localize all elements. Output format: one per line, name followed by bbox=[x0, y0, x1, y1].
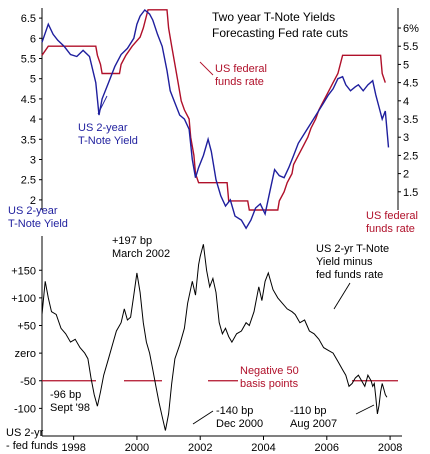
bottom-y-tick-label: +50 bbox=[17, 321, 36, 333]
right-y-tick-label: 2 bbox=[403, 169, 409, 181]
two-year-label-2: T-Note Yield bbox=[78, 135, 138, 147]
bottom-x-tick-label: 2008 bbox=[378, 442, 402, 454]
annotation-series-leader bbox=[333, 282, 351, 310]
left-y-tick-label: 2.5 bbox=[21, 175, 36, 187]
bottom-axis-label-1: US 2-yr bbox=[6, 427, 44, 439]
bottom-x-ticks: 1998 2000 2002 2004 2006 2008 bbox=[61, 436, 402, 454]
bottom-y-tick-label: +150 bbox=[11, 265, 36, 277]
right-axis-label-1: US federal bbox=[366, 210, 418, 222]
bottom-x-tick-label: 2004 bbox=[251, 442, 275, 454]
annotation-sept98-2: Sept '98 bbox=[50, 402, 90, 414]
left-y-tick-label: 5 bbox=[30, 74, 36, 86]
annotation-aug2007-1: -110 bp bbox=[290, 405, 327, 417]
left-y-tick-label: 6 bbox=[30, 33, 36, 45]
right-y-tick-label: 3 bbox=[403, 132, 409, 144]
spread-line bbox=[41, 244, 388, 431]
annotation-aug2007-leader bbox=[355, 404, 375, 415]
annotation-series-3: fed funds rate bbox=[316, 269, 383, 281]
annotation-sept98-1: -96 bp bbox=[50, 389, 81, 401]
right-y-tick-label: 5.5 bbox=[403, 41, 418, 53]
two-year-label-1: US 2-year bbox=[78, 122, 128, 134]
annotation-series-2: Yield minus bbox=[316, 256, 373, 268]
bottom-y-tick-label: -50 bbox=[20, 376, 36, 388]
annotation-peak-1: +197 bp bbox=[112, 235, 152, 247]
right-y-tick-label: 4.5 bbox=[403, 78, 418, 90]
left-y-tick-label: 5.5 bbox=[21, 54, 36, 66]
bottom-x-tick-label: 1998 bbox=[61, 442, 85, 454]
threshold-label-1: Negative 50 bbox=[240, 365, 299, 377]
right-axis-label-2: funds rate bbox=[366, 223, 415, 235]
right-y-tick-label: 6% bbox=[403, 23, 419, 35]
bottom-panel: +150 +100 +50 zero -50 -100 1998 2000 2002 2004 2… bbox=[6, 235, 402, 454]
left-y-tick-label: 6.5 bbox=[21, 13, 36, 25]
fed-funds-leader bbox=[199, 61, 214, 76]
chart-title: Two year T-Note Yields bbox=[212, 10, 335, 24]
bottom-x-tick-label: 2002 bbox=[188, 442, 212, 454]
annotation-dec2000-1: -140 bp bbox=[216, 405, 253, 417]
left-y-tick-label: 4.5 bbox=[21, 94, 36, 106]
bottom-axis-label-2: - fed funds bbox=[6, 440, 58, 452]
annotation-aug2007-2: Aug 2007 bbox=[290, 418, 337, 430]
bottom-y-ticks: +150 +100 +50 zero -50 -100 bbox=[11, 265, 42, 415]
left-axis-label-1: US 2-year bbox=[8, 205, 58, 217]
left-y-tick-label: 2 bbox=[30, 195, 36, 207]
left-y-tick-label: 3.5 bbox=[21, 134, 36, 146]
left-y-tick-label: 4 bbox=[30, 114, 36, 126]
left-y-tick-label: 3 bbox=[30, 155, 36, 167]
threshold-label-2: basis points bbox=[240, 378, 299, 390]
chart-subtitle: Forecasting Fed rate cuts bbox=[212, 26, 348, 40]
right-y-tick-label: 3.5 bbox=[403, 114, 418, 126]
right-y-ticks: 1.5 2 2.5 3 3.5 4 4.5 5 5.5 6% bbox=[398, 23, 419, 199]
bottom-y-tick-label: zero bbox=[15, 348, 36, 360]
top-panel: 2 2.5 3 3.5 4 4.5 5 5.5 6 6.5 1.5 2 2.5 3 3.5 4 4.5 5 5.5… bbox=[8, 8, 419, 235]
annotation-dec2000-2: Dec 2000 bbox=[216, 418, 263, 430]
bottom-y-tick-label: -100 bbox=[14, 403, 36, 415]
left-axis-label-2: T-Note Yield bbox=[8, 218, 68, 230]
annotation-peak-2: March 2002 bbox=[112, 248, 170, 260]
left-y-ticks: 2 2.5 3 3.5 4 4.5 5 5.5 6 6.5 bbox=[21, 13, 42, 207]
two-year-yield-line bbox=[41, 8, 390, 230]
right-y-tick-label: 1.5 bbox=[403, 187, 418, 199]
bottom-x-tick-label: 2000 bbox=[125, 442, 149, 454]
annotation-series-1: US 2-yr T-Note bbox=[316, 243, 389, 255]
right-y-tick-label: 2.5 bbox=[403, 150, 418, 162]
bottom-x-tick-label: 2006 bbox=[315, 442, 339, 454]
right-y-tick-label: 5 bbox=[403, 59, 409, 71]
two-year-leader bbox=[97, 95, 108, 115]
fed-funds-label-2: funds rate bbox=[215, 76, 264, 88]
bottom-y-tick-label: +100 bbox=[11, 293, 36, 305]
right-y-tick-label: 4 bbox=[403, 96, 409, 108]
annotation-dec2000-leader bbox=[192, 410, 214, 425]
fed-funds-label-1: US federal bbox=[215, 63, 267, 75]
